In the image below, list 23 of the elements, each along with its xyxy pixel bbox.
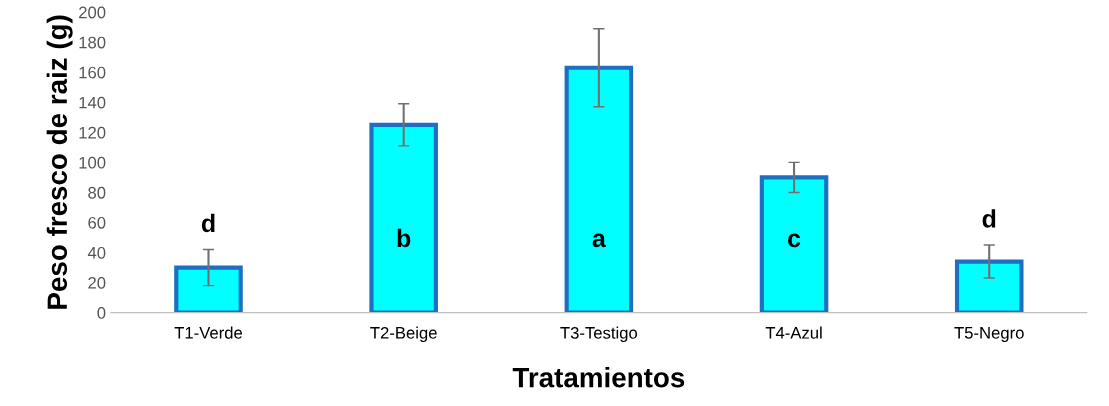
annotation: c	[788, 233, 801, 248]
y-tick-label: 200	[79, 6, 106, 19]
y-tick-label: 180	[79, 36, 106, 49]
annotation: b	[397, 228, 411, 248]
y-tick-label: 60	[88, 216, 106, 229]
y-tick-label: 160	[79, 66, 106, 79]
x-tick-label: T2-Beige	[370, 326, 437, 343]
x-axis-title: Tratamientos	[512, 367, 685, 388]
x-tick-label: T1-Verde	[174, 326, 243, 339]
annotation: a	[592, 233, 606, 248]
annotation: d	[982, 209, 996, 228]
y-tick-label: 20	[88, 276, 106, 289]
y-tick-label: 100	[79, 156, 106, 169]
x-tick-label: T4-Azul	[765, 326, 822, 339]
y-tick-label: 80	[88, 186, 106, 199]
y-tick-label: 40	[87, 246, 106, 259]
y-tick-label: 140	[79, 96, 106, 109]
y-tick-label: 120	[79, 126, 106, 139]
y-tick-label: 0	[97, 307, 106, 319]
x-tick-label: T3-Testigo	[560, 326, 638, 343]
x-tick-label: T5-Negro	[954, 327, 1024, 343]
y-axis-title: Peso fresco de raiz (g)	[46, 15, 73, 309]
annotation: d	[201, 213, 215, 233]
